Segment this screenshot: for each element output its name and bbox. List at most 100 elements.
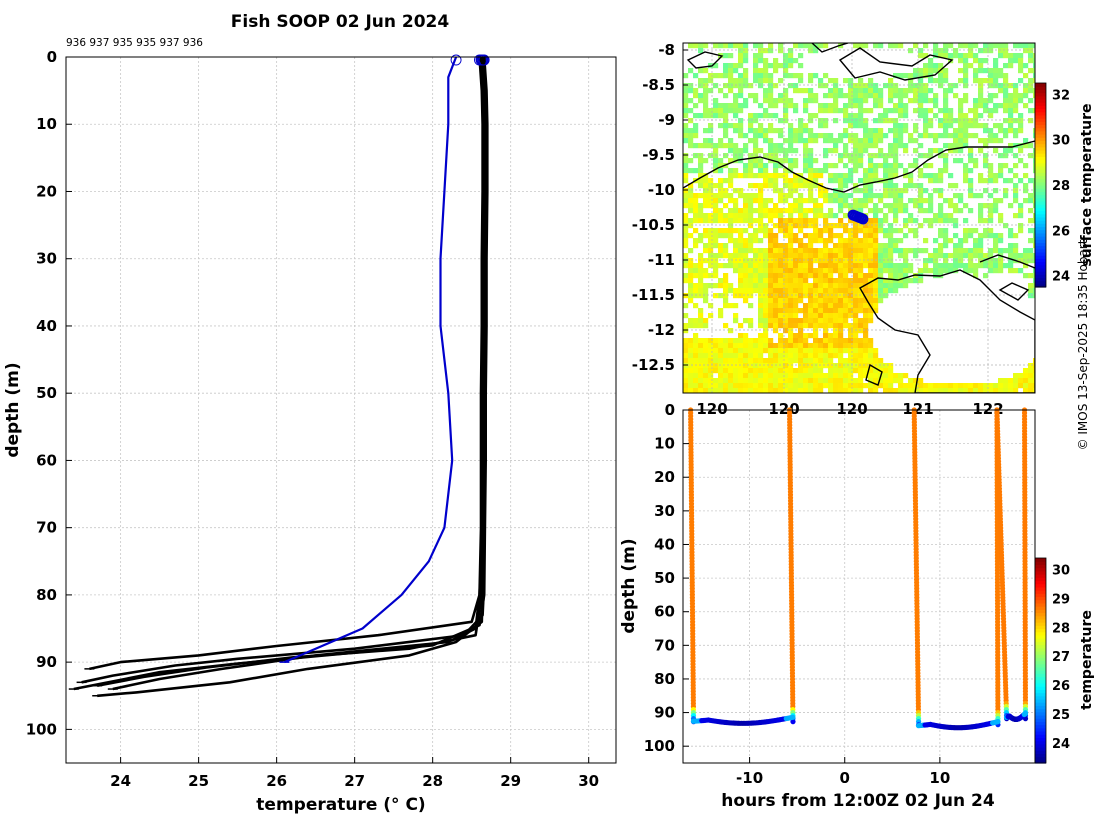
sst-cell [918,198,924,204]
sst-cell [688,138,694,144]
sst-cell [933,103,939,109]
sst-cell [973,68,979,74]
sst-cell [763,283,769,289]
sst-cell [703,213,709,219]
sst-cell [1033,93,1035,99]
sst-cell [688,133,694,139]
sst-cell [873,133,879,139]
sst-cell [808,113,814,119]
sst-cell [768,358,774,364]
sst-cell [773,113,779,119]
sst-cell [868,318,874,324]
sst-cell [858,363,864,369]
sst-cell [853,158,859,164]
sst-cell [808,153,814,159]
sst-cell [1008,233,1014,239]
sst-cell [998,163,1004,169]
sst-cell [973,43,979,49]
sst-cell [758,323,764,329]
sst-cell [698,343,704,349]
sst-cell [873,248,879,254]
sst-cell [788,228,794,234]
sst-cell [808,218,814,224]
sst-cell [728,218,734,224]
sst-cell [718,103,724,109]
sst-cell [733,248,739,254]
sst-cell [928,98,934,104]
sst-cell [808,158,814,164]
sst-cell [698,383,704,389]
sst-cell [983,188,989,194]
sst-cell [853,258,859,264]
sst-cell [813,328,819,334]
sst-cell [953,138,959,144]
sst-cell [878,113,884,119]
sst-cell [703,83,709,89]
sst-cell [793,318,799,324]
sst-cell [1033,213,1035,219]
sst-cell [883,388,889,393]
sst-cell [963,118,969,124]
sst-cell [738,228,744,234]
sst-cell [933,248,939,254]
sst-cell [958,78,964,84]
sst-cell [813,373,819,379]
sst-cell [768,43,774,49]
sst-cell [723,228,729,234]
sst-cell [808,198,814,204]
section-colorbar-swatch [1035,644,1046,649]
sst-cell [793,103,799,109]
sst-cell [698,378,704,384]
sst-cell [733,43,739,49]
sst-cell [878,273,884,279]
sst-cell [888,143,894,149]
sst-cell [738,43,744,49]
sst-cell [783,298,789,304]
sst-cell [958,253,964,259]
sst-cell [1003,63,1009,69]
sst-cell [783,228,789,234]
sst-cell [1008,113,1014,119]
sst-cell [703,353,709,359]
sst-cell [863,318,869,324]
sst-cell [918,78,924,84]
sst-cell [858,113,864,119]
sst-cell [783,183,789,189]
sst-cell [708,233,714,239]
section-colorbar-swatch [1035,686,1046,690]
sst-cell [828,283,834,289]
sst-cell [923,98,929,104]
sst-cell [763,173,769,179]
sst-cell [713,208,719,214]
sst-cell [723,188,729,194]
sst-cell [698,388,704,393]
sst-cell [943,213,949,219]
sst-cell [898,263,904,269]
sst-cell [738,268,744,274]
sst-cell [788,278,794,284]
sst-cell [768,383,774,389]
sst-cell [823,198,829,204]
sst-cell [838,283,844,289]
sst-cell [688,98,694,104]
sst-cell [973,123,979,129]
sst-cell [808,128,814,134]
sst-cell [828,303,834,309]
sst-cell [683,123,689,129]
sst-cell [798,118,804,124]
sst-cell [933,268,939,274]
sst-cell [793,188,799,194]
sst-cell [803,343,809,349]
sst-cell [913,93,919,99]
sst-cell [783,53,789,59]
sst-cell [783,58,789,64]
sst-cell [803,253,809,259]
sst-cell [758,173,764,179]
sst-cell [863,88,869,94]
sst-cell [813,183,819,189]
sst-cell [838,348,844,354]
map-y-tick-label: -8 [658,41,675,59]
sst-cell [693,358,699,364]
profile-y-tick-label: 10 [36,115,57,133]
map-x-tick-label: 121 [902,400,933,418]
